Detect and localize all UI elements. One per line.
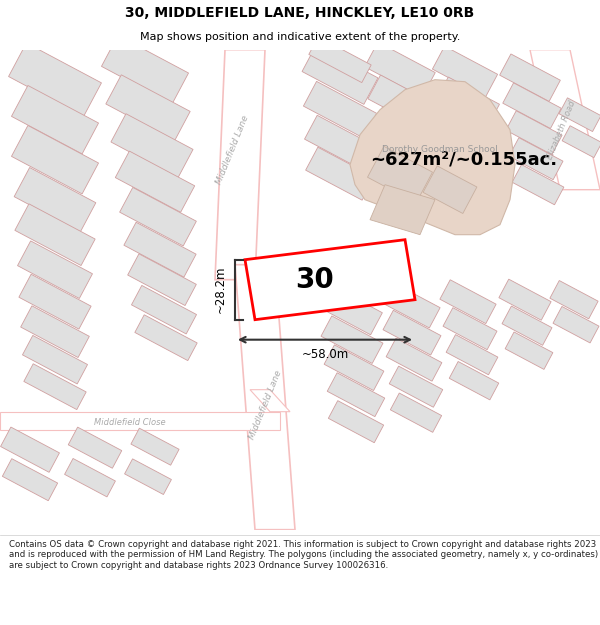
Polygon shape	[383, 310, 441, 355]
Polygon shape	[327, 372, 385, 417]
Polygon shape	[305, 147, 374, 200]
Polygon shape	[553, 306, 599, 343]
Polygon shape	[131, 286, 197, 334]
Polygon shape	[101, 36, 188, 104]
Polygon shape	[440, 280, 496, 324]
Text: ~627m²/~0.155ac.: ~627m²/~0.155ac.	[370, 151, 557, 169]
Polygon shape	[389, 366, 443, 408]
Text: Middlefield Lane: Middlefield Lane	[247, 369, 283, 441]
Polygon shape	[368, 75, 436, 128]
Polygon shape	[305, 115, 376, 170]
Polygon shape	[500, 54, 560, 101]
Polygon shape	[2, 459, 58, 501]
Polygon shape	[505, 332, 553, 369]
Polygon shape	[512, 164, 564, 205]
Polygon shape	[370, 184, 435, 234]
Polygon shape	[442, 134, 502, 181]
Polygon shape	[17, 241, 92, 299]
Polygon shape	[128, 254, 196, 306]
Polygon shape	[65, 459, 115, 497]
Polygon shape	[1, 427, 59, 472]
Text: Map shows position and indicative extent of the property.: Map shows position and indicative extent…	[140, 31, 460, 41]
Polygon shape	[304, 81, 377, 138]
Polygon shape	[374, 138, 439, 188]
Polygon shape	[14, 168, 96, 232]
Text: Middlefield Lane: Middlefield Lane	[214, 114, 250, 186]
Polygon shape	[377, 168, 439, 216]
Polygon shape	[503, 83, 561, 129]
Polygon shape	[443, 308, 497, 350]
Polygon shape	[433, 46, 497, 98]
Polygon shape	[446, 334, 498, 375]
Polygon shape	[11, 126, 98, 194]
Text: Contains OS data © Crown copyright and database right 2021. This information is : Contains OS data © Crown copyright and d…	[9, 540, 598, 570]
Polygon shape	[317, 284, 382, 335]
Text: ~58.0m: ~58.0m	[301, 348, 349, 361]
Polygon shape	[119, 188, 196, 246]
Polygon shape	[215, 49, 265, 279]
Polygon shape	[509, 138, 563, 180]
Polygon shape	[386, 338, 442, 381]
Polygon shape	[530, 49, 600, 189]
Text: Elizabeth Road: Elizabeth Road	[545, 99, 577, 161]
Polygon shape	[125, 459, 172, 494]
Polygon shape	[445, 162, 503, 207]
Polygon shape	[8, 43, 101, 116]
Polygon shape	[106, 75, 190, 141]
Polygon shape	[245, 239, 415, 319]
Polygon shape	[499, 279, 551, 320]
Polygon shape	[440, 106, 500, 153]
Polygon shape	[250, 390, 290, 412]
Polygon shape	[135, 315, 197, 361]
Text: 30: 30	[296, 266, 334, 294]
Polygon shape	[20, 306, 89, 358]
Polygon shape	[324, 345, 384, 391]
Polygon shape	[321, 316, 383, 364]
Text: ~28.2m: ~28.2m	[214, 266, 227, 313]
Polygon shape	[559, 98, 600, 131]
Polygon shape	[437, 77, 499, 126]
Polygon shape	[309, 37, 371, 82]
Polygon shape	[562, 126, 600, 158]
Polygon shape	[350, 79, 515, 234]
Polygon shape	[15, 204, 95, 266]
Polygon shape	[0, 412, 280, 430]
Polygon shape	[371, 107, 437, 159]
Polygon shape	[506, 111, 562, 154]
Polygon shape	[115, 151, 195, 213]
Polygon shape	[131, 428, 179, 465]
Polygon shape	[24, 364, 86, 409]
Polygon shape	[550, 281, 598, 319]
Polygon shape	[365, 42, 435, 98]
Polygon shape	[11, 86, 98, 154]
Polygon shape	[328, 401, 383, 442]
Polygon shape	[391, 393, 442, 432]
Polygon shape	[302, 45, 378, 104]
Polygon shape	[380, 281, 440, 328]
Text: 30, MIDDLEFIELD LANE, HINCKLEY, LE10 0RB: 30, MIDDLEFIELD LANE, HINCKLEY, LE10 0RB	[125, 6, 475, 20]
Polygon shape	[502, 306, 552, 346]
Polygon shape	[449, 361, 499, 400]
Polygon shape	[19, 274, 91, 329]
Text: Dorothy Goodman School: Dorothy Goodman School	[382, 145, 498, 154]
Polygon shape	[68, 427, 122, 468]
Polygon shape	[368, 146, 433, 203]
Text: Middlefield Close: Middlefield Close	[94, 418, 166, 428]
Polygon shape	[235, 264, 295, 530]
Polygon shape	[22, 336, 88, 384]
Polygon shape	[124, 222, 196, 277]
Polygon shape	[111, 114, 193, 178]
Polygon shape	[423, 166, 477, 214]
